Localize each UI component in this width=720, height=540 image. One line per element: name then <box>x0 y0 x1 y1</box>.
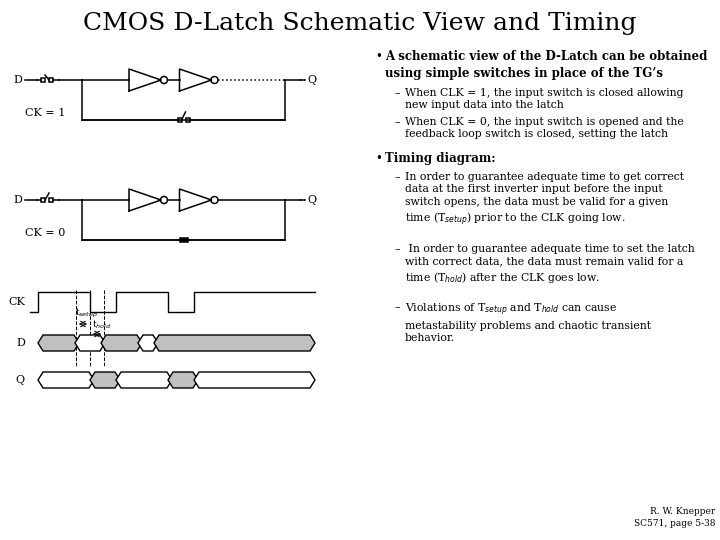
Text: When CLK = 1, the input switch is closed allowing
new input data into the latch: When CLK = 1, the input switch is closed… <box>405 88 683 110</box>
Text: t$_{hold}$: t$_{hold}$ <box>92 319 112 331</box>
Polygon shape <box>75 335 105 351</box>
Text: D: D <box>13 75 22 85</box>
Text: –: – <box>395 88 400 98</box>
Polygon shape <box>101 335 142 351</box>
Text: Q: Q <box>307 195 316 205</box>
Text: –: – <box>395 302 400 312</box>
Text: –: – <box>395 117 400 127</box>
Bar <box>41 198 45 202</box>
Polygon shape <box>168 372 198 388</box>
Circle shape <box>211 77 218 84</box>
Text: CMOS D-Latch Schematic View and Timing: CMOS D-Latch Schematic View and Timing <box>84 12 636 35</box>
Bar <box>179 238 187 242</box>
Text: Timing diagram:: Timing diagram: <box>385 152 495 165</box>
Polygon shape <box>154 335 315 351</box>
Text: D: D <box>13 195 22 205</box>
Text: t$_{setup}$: t$_{setup}$ <box>75 307 98 320</box>
Text: In order to guarantee adequate time to set the latch
with correct data, the data: In order to guarantee adequate time to s… <box>405 244 695 285</box>
Polygon shape <box>194 372 315 388</box>
Bar <box>49 198 53 202</box>
Text: •: • <box>375 152 382 165</box>
Text: Q: Q <box>16 375 25 385</box>
Text: –: – <box>395 244 400 254</box>
Text: Q: Q <box>307 75 316 85</box>
Polygon shape <box>138 335 158 351</box>
Text: D: D <box>16 338 25 348</box>
Bar <box>49 78 53 82</box>
Bar <box>186 118 189 122</box>
Text: CK = 0: CK = 0 <box>25 228 66 238</box>
Text: Violations of T$_{setup}$ and T$_{hold}$ can cause
metastability problems and ch: Violations of T$_{setup}$ and T$_{hold}$… <box>405 302 651 343</box>
Circle shape <box>161 77 168 84</box>
Text: CK = 1: CK = 1 <box>25 108 66 118</box>
Circle shape <box>161 197 168 204</box>
Text: •: • <box>375 50 382 63</box>
Bar <box>178 118 181 122</box>
Circle shape <box>211 197 218 204</box>
Polygon shape <box>90 372 120 388</box>
Text: When CLK = 0, the input switch is opened and the
feedback loop switch is closed,: When CLK = 0, the input switch is opened… <box>405 117 684 139</box>
Text: R. W. Knepper
SC571, page 5-38: R. W. Knepper SC571, page 5-38 <box>634 507 715 528</box>
Text: In order to guarantee adequate time to get correct
data at the first inverter in: In order to guarantee adequate time to g… <box>405 172 684 228</box>
Polygon shape <box>38 335 79 351</box>
Text: A schematic view of the D-Latch can be obtained
using simple switches in place o: A schematic view of the D-Latch can be o… <box>385 50 707 79</box>
Bar <box>41 78 45 82</box>
Text: CK: CK <box>8 297 25 307</box>
Polygon shape <box>38 372 94 388</box>
Text: –: – <box>395 172 400 182</box>
Polygon shape <box>116 372 172 388</box>
